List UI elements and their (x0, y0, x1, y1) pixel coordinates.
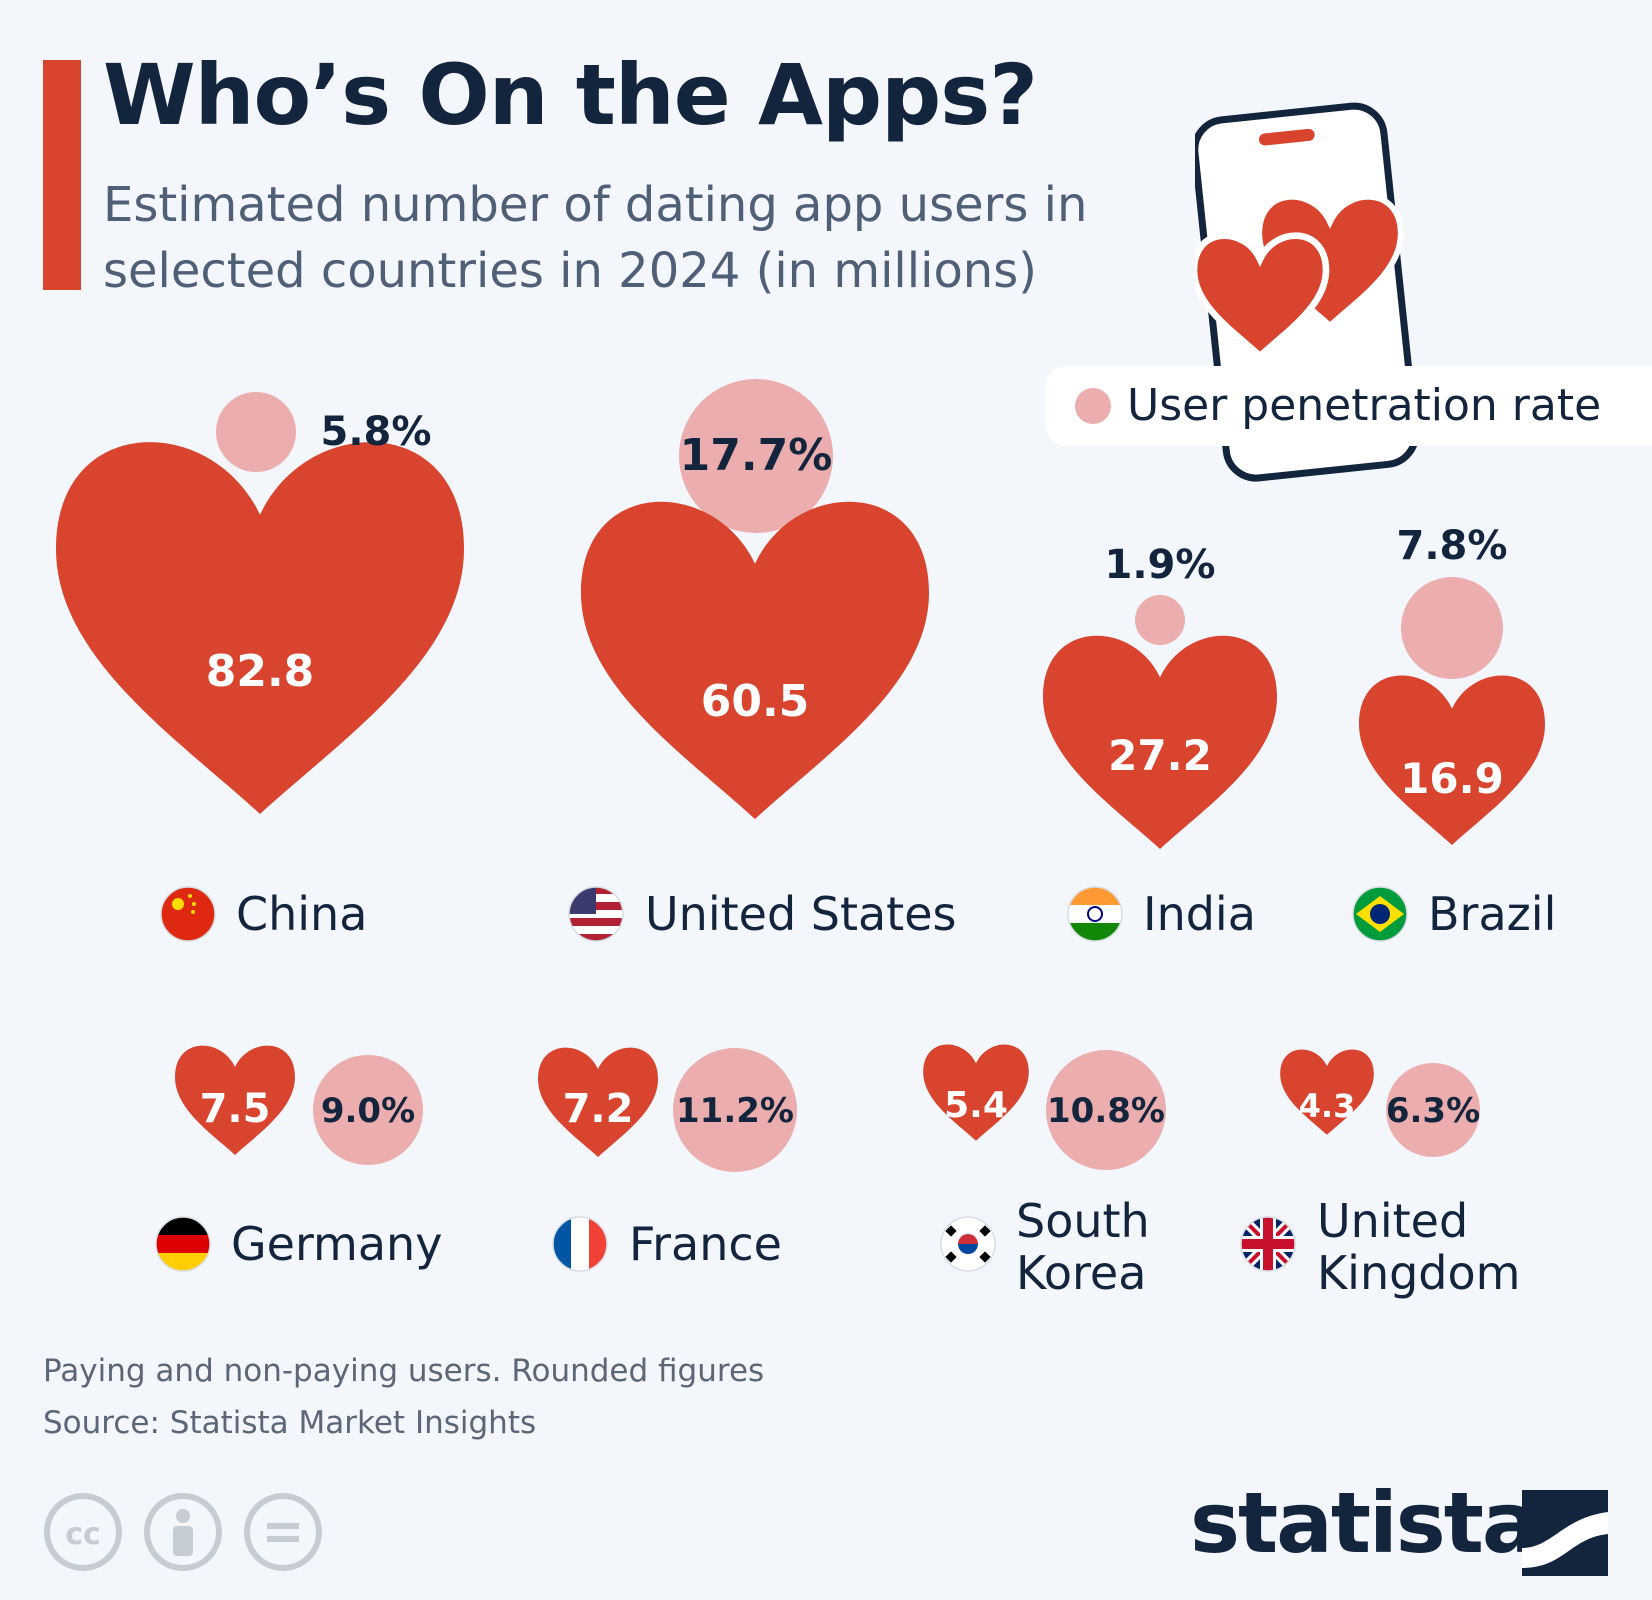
source-text: Source: Statista Market Insights (43, 1405, 537, 1441)
rate-circle-india (1135, 595, 1185, 645)
legend-label: User penetration rate (1127, 380, 1602, 431)
page-subtitle: Estimated number of dating app users in … (103, 177, 1088, 299)
no-derivatives-icon (244, 1493, 322, 1571)
rate-circle-brazil (1401, 577, 1503, 679)
item-brazil: 16.9 7.8% Brazil (1352, 523, 1556, 942)
country-label-france: France (629, 1217, 782, 1271)
rate-value-france: 11.2% (676, 1091, 794, 1131)
india-flag-icon (1067, 886, 1123, 942)
item-south-korea: 5.4 10.8% South Korea (923, 1044, 1166, 1300)
country-label-line: Korea (1016, 1246, 1146, 1300)
users-heart-china (55, 442, 464, 814)
users-value-united-kingdom: 4.3 (1299, 1087, 1356, 1125)
users-heart-france (538, 1047, 658, 1157)
chart-area: 82.8 5.8% China 60.5 17.7% United States 27.2 1… (55, 379, 1556, 1300)
country-label-line: South (1016, 1194, 1150, 1248)
country-label-india: India (1143, 887, 1256, 941)
usa-flag-icon (568, 886, 624, 942)
users-heart-united-states (581, 501, 929, 819)
legend: User penetration rate (1045, 366, 1652, 446)
country-label-united-kingdom: United Kingdom (1317, 1194, 1520, 1300)
users-heart-united-kingdom (1280, 1049, 1374, 1135)
country-label-line: Kingdom (1317, 1246, 1520, 1300)
users-value-brazil: 16.9 (1400, 754, 1504, 803)
country-label-line: United (1317, 1194, 1468, 1248)
statista-logo-icon (1522, 1490, 1608, 1576)
rate-circle-germany (313, 1055, 423, 1165)
users-value-south-korea: 5.4 (944, 1085, 1008, 1126)
svg-text:cc: cc (65, 1517, 101, 1552)
footnote: Paying and non-paying users. Rounded fig… (43, 1345, 764, 1449)
legend-swatch (1075, 388, 1111, 424)
country-label-south-korea: South Korea (1016, 1194, 1150, 1300)
rate-value-south-korea: 10.8% (1047, 1091, 1165, 1131)
germany-flag-icon (155, 1216, 211, 1272)
users-value-united-states: 60.5 (701, 676, 810, 727)
cc-icon: cc (44, 1493, 122, 1571)
country-label-line: India (1143, 887, 1256, 941)
rate-value-china: 5.8% (321, 409, 432, 455)
statista-logo-text: statista (1190, 1474, 1539, 1572)
rate-value-germany: 9.0% (321, 1091, 415, 1131)
item-germany: 7.5 9.0% Germany (155, 1045, 442, 1272)
country-label-line: Brazil (1428, 887, 1556, 941)
rate-value-united-states: 17.7% (680, 430, 833, 481)
item-united-states: 60.5 17.7% United States (568, 379, 957, 942)
users-value-germany: 7.5 (200, 1086, 271, 1132)
users-value-france: 7.2 (563, 1086, 634, 1132)
attribution-icon (144, 1493, 222, 1571)
country-label-brazil: Brazil (1428, 887, 1556, 941)
country-label-germany: Germany (231, 1217, 442, 1271)
users-heart-brazil (1359, 675, 1545, 845)
country-label-united-states: United States (645, 887, 957, 941)
south-korea-flag-icon (940, 1216, 996, 1272)
users-value-china: 82.8 (206, 646, 315, 697)
rate-circle-china (216, 392, 296, 472)
uk-flag-icon (1240, 1216, 1296, 1272)
rate-value-united-kingdom: 6.3% (1386, 1091, 1480, 1131)
country-label-line: France (629, 1217, 782, 1271)
users-value-india: 27.2 (1108, 731, 1212, 780)
rate-circle-united-states (679, 379, 833, 533)
rate-value-india: 1.9% (1105, 542, 1216, 588)
page-title: Who’s On the Apps? (103, 46, 1038, 144)
users-heart-south-korea (923, 1044, 1029, 1141)
country-label-line: Germany (231, 1217, 442, 1271)
rate-value-brazil: 7.8% (1397, 523, 1508, 569)
rate-circle-south-korea (1046, 1050, 1166, 1170)
item-united-kingdom: 4.3 6.3% United Kingdom (1240, 1049, 1520, 1300)
rate-circle-france (673, 1048, 797, 1172)
license-icons: cc (44, 1493, 322, 1571)
france-flag-icon (552, 1216, 608, 1272)
item-france: 7.2 11.2% France (538, 1047, 797, 1272)
note-text: Paying and non-paying users. Rounded fig… (43, 1353, 765, 1389)
users-heart-germany (175, 1045, 295, 1155)
rate-circle-united-kingdom (1386, 1063, 1480, 1157)
china-flag-icon (160, 886, 216, 942)
country-label-line: China (236, 887, 367, 941)
item-china: 82.8 5.8% China (55, 392, 464, 942)
accent-bar (43, 60, 81, 290)
country-label-line: United States (645, 887, 957, 941)
brazil-flag-icon (1352, 886, 1408, 942)
users-heart-india (1043, 635, 1277, 849)
country-label-china: China (236, 887, 367, 941)
item-india: 27.2 1.9% India (1043, 542, 1277, 942)
